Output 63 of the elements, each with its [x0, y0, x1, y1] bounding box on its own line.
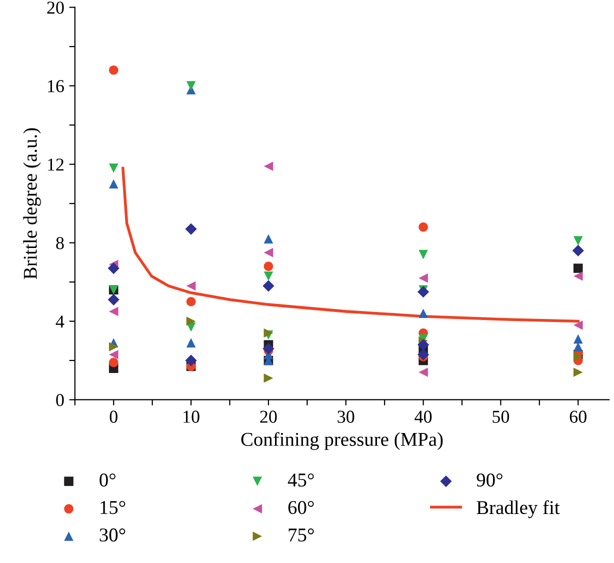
- point: [262, 280, 274, 292]
- legend-label: 45°: [288, 473, 314, 487]
- point: [264, 271, 274, 281]
- y-tick-label: 20: [47, 2, 64, 14]
- point: [186, 338, 196, 348]
- legend-label: 0°: [100, 473, 116, 487]
- y-tick-label: 8: [56, 237, 64, 250]
- y-tick-label: 4: [56, 316, 64, 328]
- point: [185, 354, 197, 366]
- point: [108, 342, 118, 352]
- legend-label: 75°: [288, 528, 314, 542]
- x-tick-label: 40: [414, 410, 432, 423]
- y-tick-label: 0: [56, 394, 64, 406]
- point: [186, 81, 196, 90]
- point: [108, 294, 120, 306]
- point: [418, 222, 428, 232]
- legend-label: 90°: [476, 473, 502, 487]
- point: [573, 320, 583, 330]
- point: [417, 286, 430, 298]
- point: [573, 368, 583, 377]
- point: [108, 350, 118, 360]
- point: [264, 262, 274, 271]
- point: [108, 306, 118, 316]
- point: [418, 368, 428, 377]
- point: [108, 65, 118, 75]
- legend-label: 60°: [288, 500, 314, 514]
- x-tick-label: 50: [492, 410, 510, 423]
- legend-label: Bradley fit: [476, 500, 560, 518]
- y-tick-label: 12: [48, 158, 64, 171]
- point: [573, 342, 583, 352]
- point: [264, 248, 274, 258]
- point: [185, 223, 197, 235]
- point: [418, 273, 428, 283]
- point: [418, 308, 428, 318]
- point: [264, 162, 274, 171]
- y-tick-label: 16: [48, 80, 64, 92]
- point: [417, 338, 430, 351]
- point: [108, 358, 118, 368]
- point: [417, 348, 430, 360]
- point: [186, 296, 196, 306]
- point: [573, 264, 583, 273]
- point: [573, 236, 583, 246]
- x-tick-label: 20: [260, 410, 277, 423]
- point: [262, 342, 274, 355]
- legend-label: 15°: [100, 500, 126, 514]
- point: [573, 271, 583, 281]
- x-tick-label: 10: [184, 410, 200, 423]
- point: [264, 234, 274, 244]
- point: [108, 164, 118, 173]
- x-axis-title: Confining pressure (MPa): [241, 432, 443, 450]
- point: [108, 262, 120, 274]
- point: [108, 179, 118, 189]
- x-tick-label: 30: [338, 410, 354, 423]
- y-axis-title: Brittle degree (a.u.): [23, 128, 41, 280]
- x-tick-label: 0: [110, 410, 118, 423]
- legend-label: 30°: [100, 528, 126, 542]
- point: [186, 316, 196, 326]
- point: [573, 334, 583, 344]
- point: [418, 250, 428, 260]
- x-tick-label: 60: [570, 410, 586, 423]
- point: [264, 373, 274, 383]
- point: [572, 244, 584, 256]
- point: [186, 281, 196, 291]
